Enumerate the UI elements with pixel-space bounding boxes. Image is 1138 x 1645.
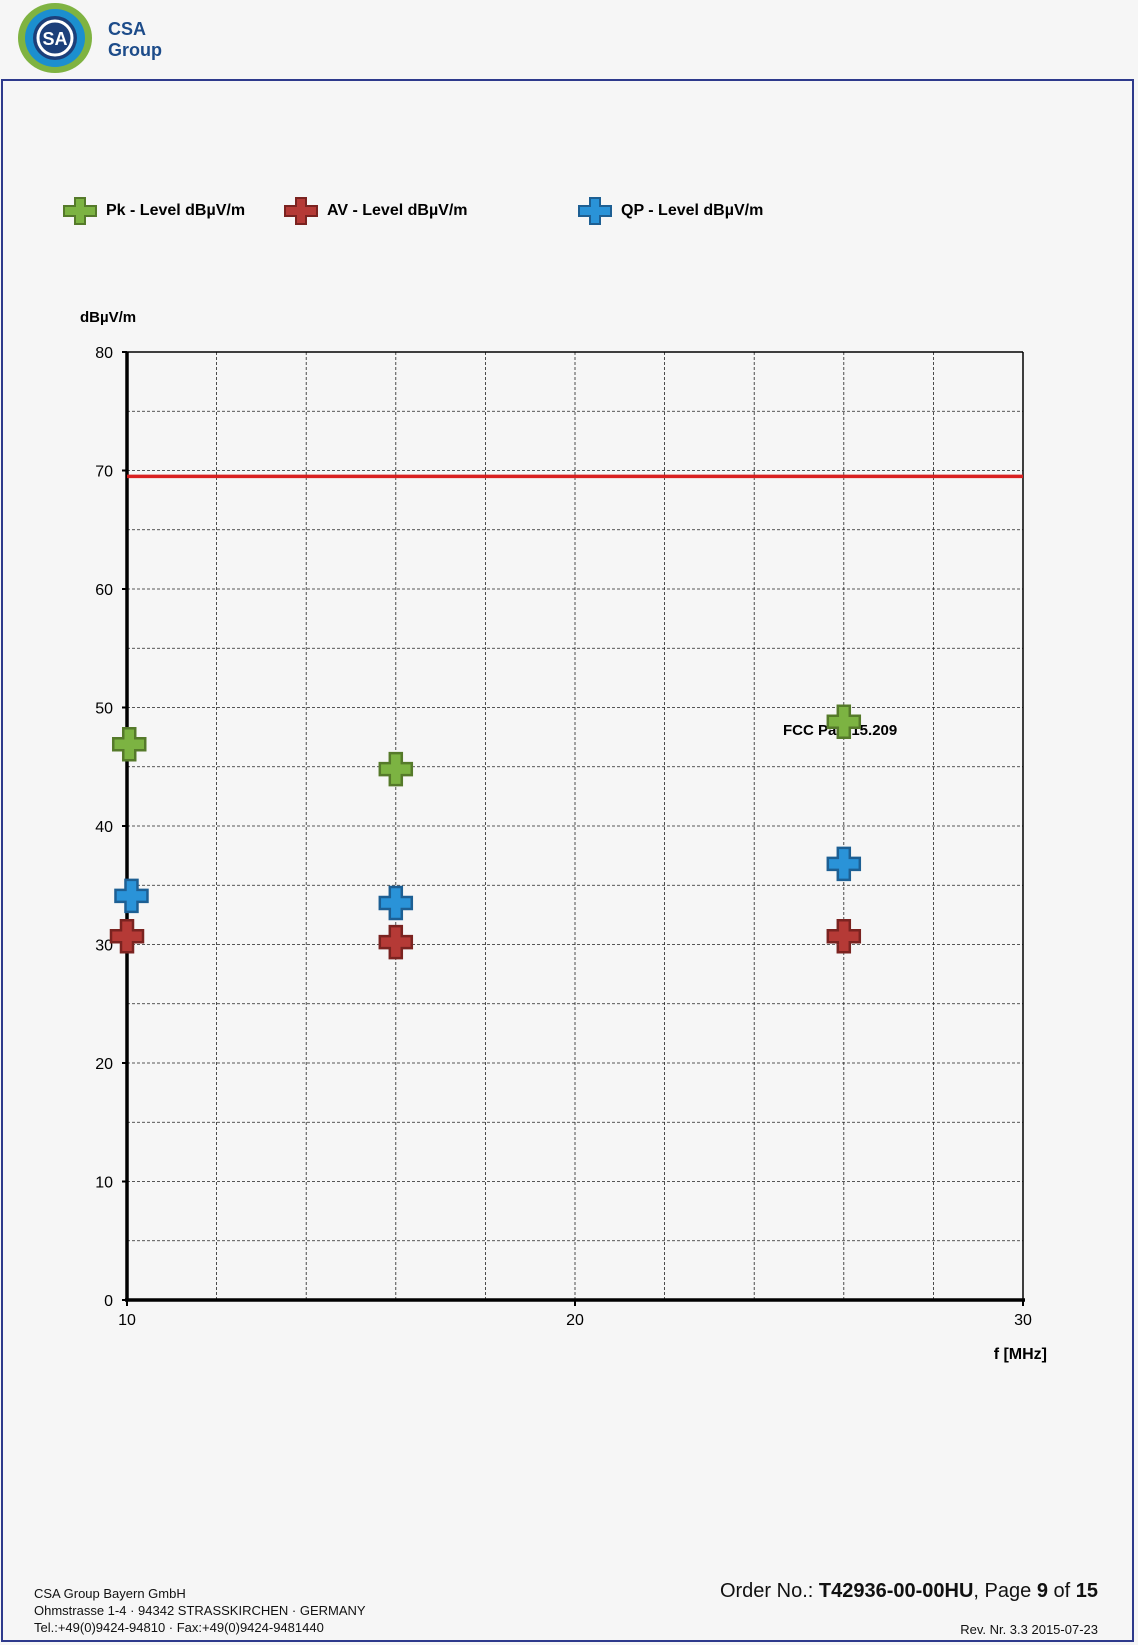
red-cross-icon xyxy=(284,197,318,225)
y-tick-label: 70 xyxy=(95,464,113,481)
legend-label-av: AV - Level dBµV/m xyxy=(327,202,468,219)
y-tick-label: 60 xyxy=(95,582,113,599)
y-tick-label: 0 xyxy=(104,1293,113,1310)
y-tick-label: 30 xyxy=(95,938,113,955)
data-point-av xyxy=(826,918,862,954)
legend-item-av: AV - Level dBµV/m xyxy=(283,196,468,226)
legend-item-pk: Pk - Level dBµV/m xyxy=(62,196,245,226)
page-label: Page xyxy=(984,1580,1032,1602)
page-header: SA CSA Group xyxy=(0,0,1138,79)
order-label: Order No.: xyxy=(719,1580,814,1602)
footer-order-info: Order No.: T42936-00-00HU, Page 9 of 15 xyxy=(719,1580,1098,1602)
footer-company-name: CSA Group Bayern GmbH xyxy=(34,1586,186,1601)
green-cross-icon xyxy=(63,197,97,225)
legend-label-qp: QP - Level dBµV/m xyxy=(621,202,764,219)
logo-text-csa: CSA xyxy=(108,19,146,39)
page-of-label: of xyxy=(1053,1580,1071,1602)
x-tick-label: 30 xyxy=(1014,1312,1032,1329)
legend-item-qp: QP - Level dBµV/m xyxy=(577,196,763,226)
legend-label-pk: Pk - Level dBµV/m xyxy=(106,202,246,219)
y-tick-label: 20 xyxy=(95,1056,113,1073)
y-tick-label: 10 xyxy=(95,1175,113,1192)
page-total: 15 xyxy=(1075,1580,1098,1602)
logo-text-group: Group xyxy=(108,40,162,60)
y-tick-label: 40 xyxy=(95,819,113,836)
order-number: T42936-00-00HU xyxy=(818,1580,974,1602)
data-point-pk xyxy=(111,726,147,762)
footer-company-info: CSA Group Bayern GmbH Ohmstrasse 1-4 · 9… xyxy=(34,1585,366,1636)
data-point-qp xyxy=(114,878,149,914)
data-point-qp xyxy=(826,846,862,882)
y-tick-label: 50 xyxy=(95,701,113,718)
svg-text:SA: SA xyxy=(42,29,67,49)
y-tick-label: 80 xyxy=(95,345,113,362)
csa-group-logo: SA CSA Group xyxy=(18,3,162,73)
data-point-av xyxy=(378,924,414,960)
data-point-av xyxy=(109,918,145,954)
footer-revision: Rev. Nr. 3.3 2015-07-23 xyxy=(960,1622,1098,1637)
data-point-qp xyxy=(378,885,414,921)
x-tick-label: 10 xyxy=(118,1312,136,1329)
data-point-pk xyxy=(378,751,414,787)
page-frame xyxy=(1,79,1134,1642)
blue-cross-icon xyxy=(578,197,612,225)
y-axis-label: dBµV/m xyxy=(80,309,136,326)
x-tick-label: 20 xyxy=(566,1312,584,1329)
footer-address: Ohmstrasse 1-4 · 94342 STRASSKIRCHEN · G… xyxy=(34,1603,366,1618)
data-point-pk xyxy=(826,704,862,739)
footer-contact: Tel.:+49(0)9424-94810 · Fax:+49(0)9424-9… xyxy=(34,1620,324,1635)
page-current: 9 xyxy=(1036,1580,1048,1602)
x-axis-label: f [MHz] xyxy=(994,1346,1047,1363)
